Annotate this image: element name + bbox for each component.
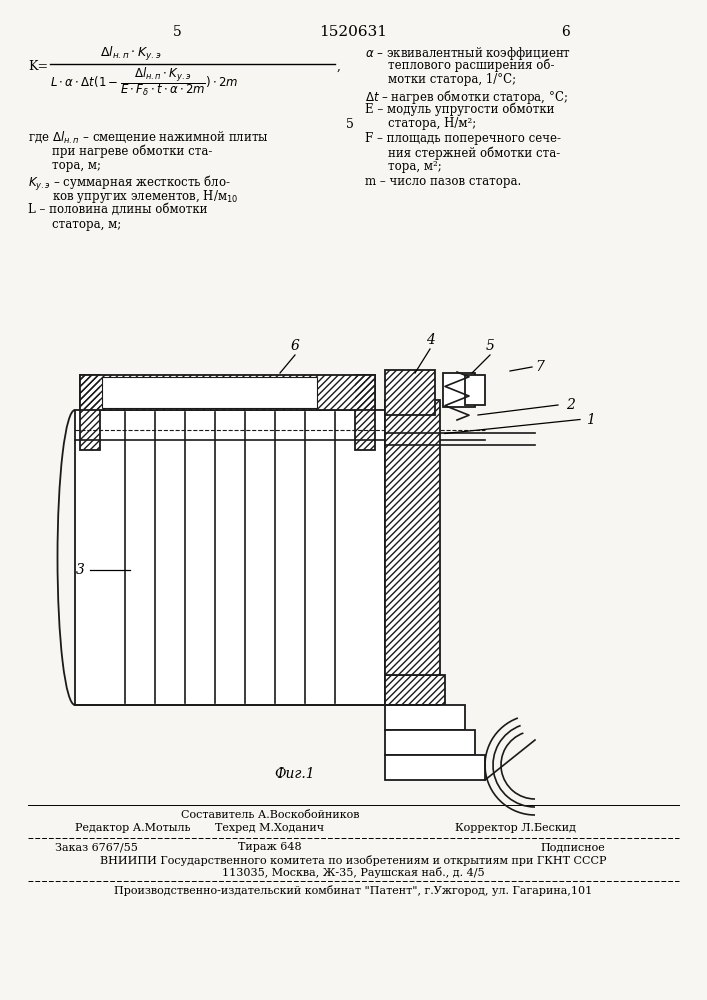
Text: $L \cdot \alpha \cdot \Delta t(1 - \dfrac{\Delta l_{н.п} \cdot K_{у.э}}{E \cdot : $L \cdot \alpha \cdot \Delta t(1 - \dfra… xyxy=(50,65,238,98)
Text: Фиг.1: Фиг.1 xyxy=(275,767,315,781)
Text: $\alpha$ – эквивалентный коэффициент: $\alpha$ – эквивалентный коэффициент xyxy=(365,45,571,62)
Text: L – половина длины обмотки: L – половина длины обмотки xyxy=(28,203,207,216)
Text: Производственно-издательский комбинат "Патент", г.Ужгород, ул. Гагарина,101: Производственно-издательский комбинат "П… xyxy=(114,885,592,896)
Text: ВНИИПИ Государственного комитета по изобретениям и открытиям при ГКНТ СССР: ВНИИПИ Государственного комитета по изоб… xyxy=(100,855,606,866)
Text: при нагреве обмотки ста-: при нагреве обмотки ста- xyxy=(52,145,212,158)
Text: F – площадь поперечного сече-: F – площадь поперечного сече- xyxy=(365,132,561,145)
Text: статора, м;: статора, м; xyxy=(52,218,121,231)
Bar xyxy=(385,400,440,675)
Bar xyxy=(385,705,465,730)
Text: статора, Н/м²;: статора, Н/м²; xyxy=(388,117,477,130)
Bar xyxy=(80,375,100,450)
Text: $\Delta t$ – нагрев обмотки статора, °C;: $\Delta t$ – нагрев обмотки статора, °C; xyxy=(365,88,568,106)
Text: 1: 1 xyxy=(585,412,595,426)
Bar xyxy=(385,400,440,675)
Text: m – число пазов статора.: m – число пазов статора. xyxy=(365,175,521,188)
Bar xyxy=(385,675,445,705)
Bar xyxy=(355,375,375,450)
Text: тора, м²;: тора, м²; xyxy=(388,160,442,173)
Text: E – модуль упругости обмотки: E – модуль упругости обмотки xyxy=(365,103,554,116)
Bar xyxy=(385,730,475,755)
Bar xyxy=(385,370,435,415)
Text: $K_{у.э}$ – суммарная жесткость бло-: $K_{у.э}$ – суммарная жесткость бло- xyxy=(28,174,231,193)
Text: $\Delta l_{н.п} \cdot K_{у.э}$: $\Delta l_{н.п} \cdot K_{у.э}$ xyxy=(100,45,161,63)
Bar xyxy=(465,375,485,405)
Text: 1520631: 1520631 xyxy=(319,25,387,39)
Text: где $\Delta l_{н.п}$ – смещение нажимной плиты: где $\Delta l_{н.п}$ – смещение нажимной… xyxy=(28,130,269,145)
Text: 5: 5 xyxy=(346,118,354,131)
Text: Заказ 6767/55: Заказ 6767/55 xyxy=(55,842,138,852)
Text: 6: 6 xyxy=(561,25,569,39)
Text: ков упругих элементов, Н/м$_{10}$: ков упругих элементов, Н/м$_{10}$ xyxy=(52,188,238,205)
Text: Корректор Л.Бескид: Корректор Л.Бескид xyxy=(455,823,576,833)
Bar xyxy=(102,377,317,408)
Text: ния стержней обмотки ста-: ния стержней обмотки ста- xyxy=(388,146,560,159)
Text: K=: K= xyxy=(28,60,48,73)
Bar xyxy=(80,375,375,410)
Text: 113035, Москва, Ж-35, Раушская наб., д. 4/5: 113035, Москва, Ж-35, Раушская наб., д. … xyxy=(222,867,484,878)
Text: Составитель А.Воскобойников: Составитель А.Воскобойников xyxy=(181,810,359,820)
Text: 3: 3 xyxy=(76,563,84,577)
Bar xyxy=(443,373,475,407)
Text: 6: 6 xyxy=(291,339,300,353)
Bar xyxy=(75,410,385,705)
Text: Тираж 648: Тираж 648 xyxy=(238,842,302,852)
Bar xyxy=(80,375,375,410)
Text: 4: 4 xyxy=(426,333,434,347)
Text: ,: , xyxy=(337,60,341,73)
Bar xyxy=(385,755,485,780)
Text: 7: 7 xyxy=(536,360,544,374)
Text: теплового расширения об-: теплового расширения об- xyxy=(388,59,554,73)
Text: Редактор А.Мотыль: Редактор А.Мотыль xyxy=(75,823,190,833)
Bar xyxy=(385,370,435,415)
Text: 5: 5 xyxy=(173,25,182,39)
Bar xyxy=(355,375,375,450)
Text: Подписное: Подписное xyxy=(540,842,604,852)
Text: 5: 5 xyxy=(486,339,494,353)
Bar xyxy=(385,675,445,705)
Text: мотки статора, 1/°C;: мотки статора, 1/°C; xyxy=(388,73,516,86)
Bar xyxy=(55,365,645,775)
Text: тора, м;: тора, м; xyxy=(52,159,101,172)
Text: Техред М.Ходанич: Техред М.Ходанич xyxy=(215,823,324,833)
Text: 2: 2 xyxy=(566,398,574,412)
Bar xyxy=(80,375,100,450)
